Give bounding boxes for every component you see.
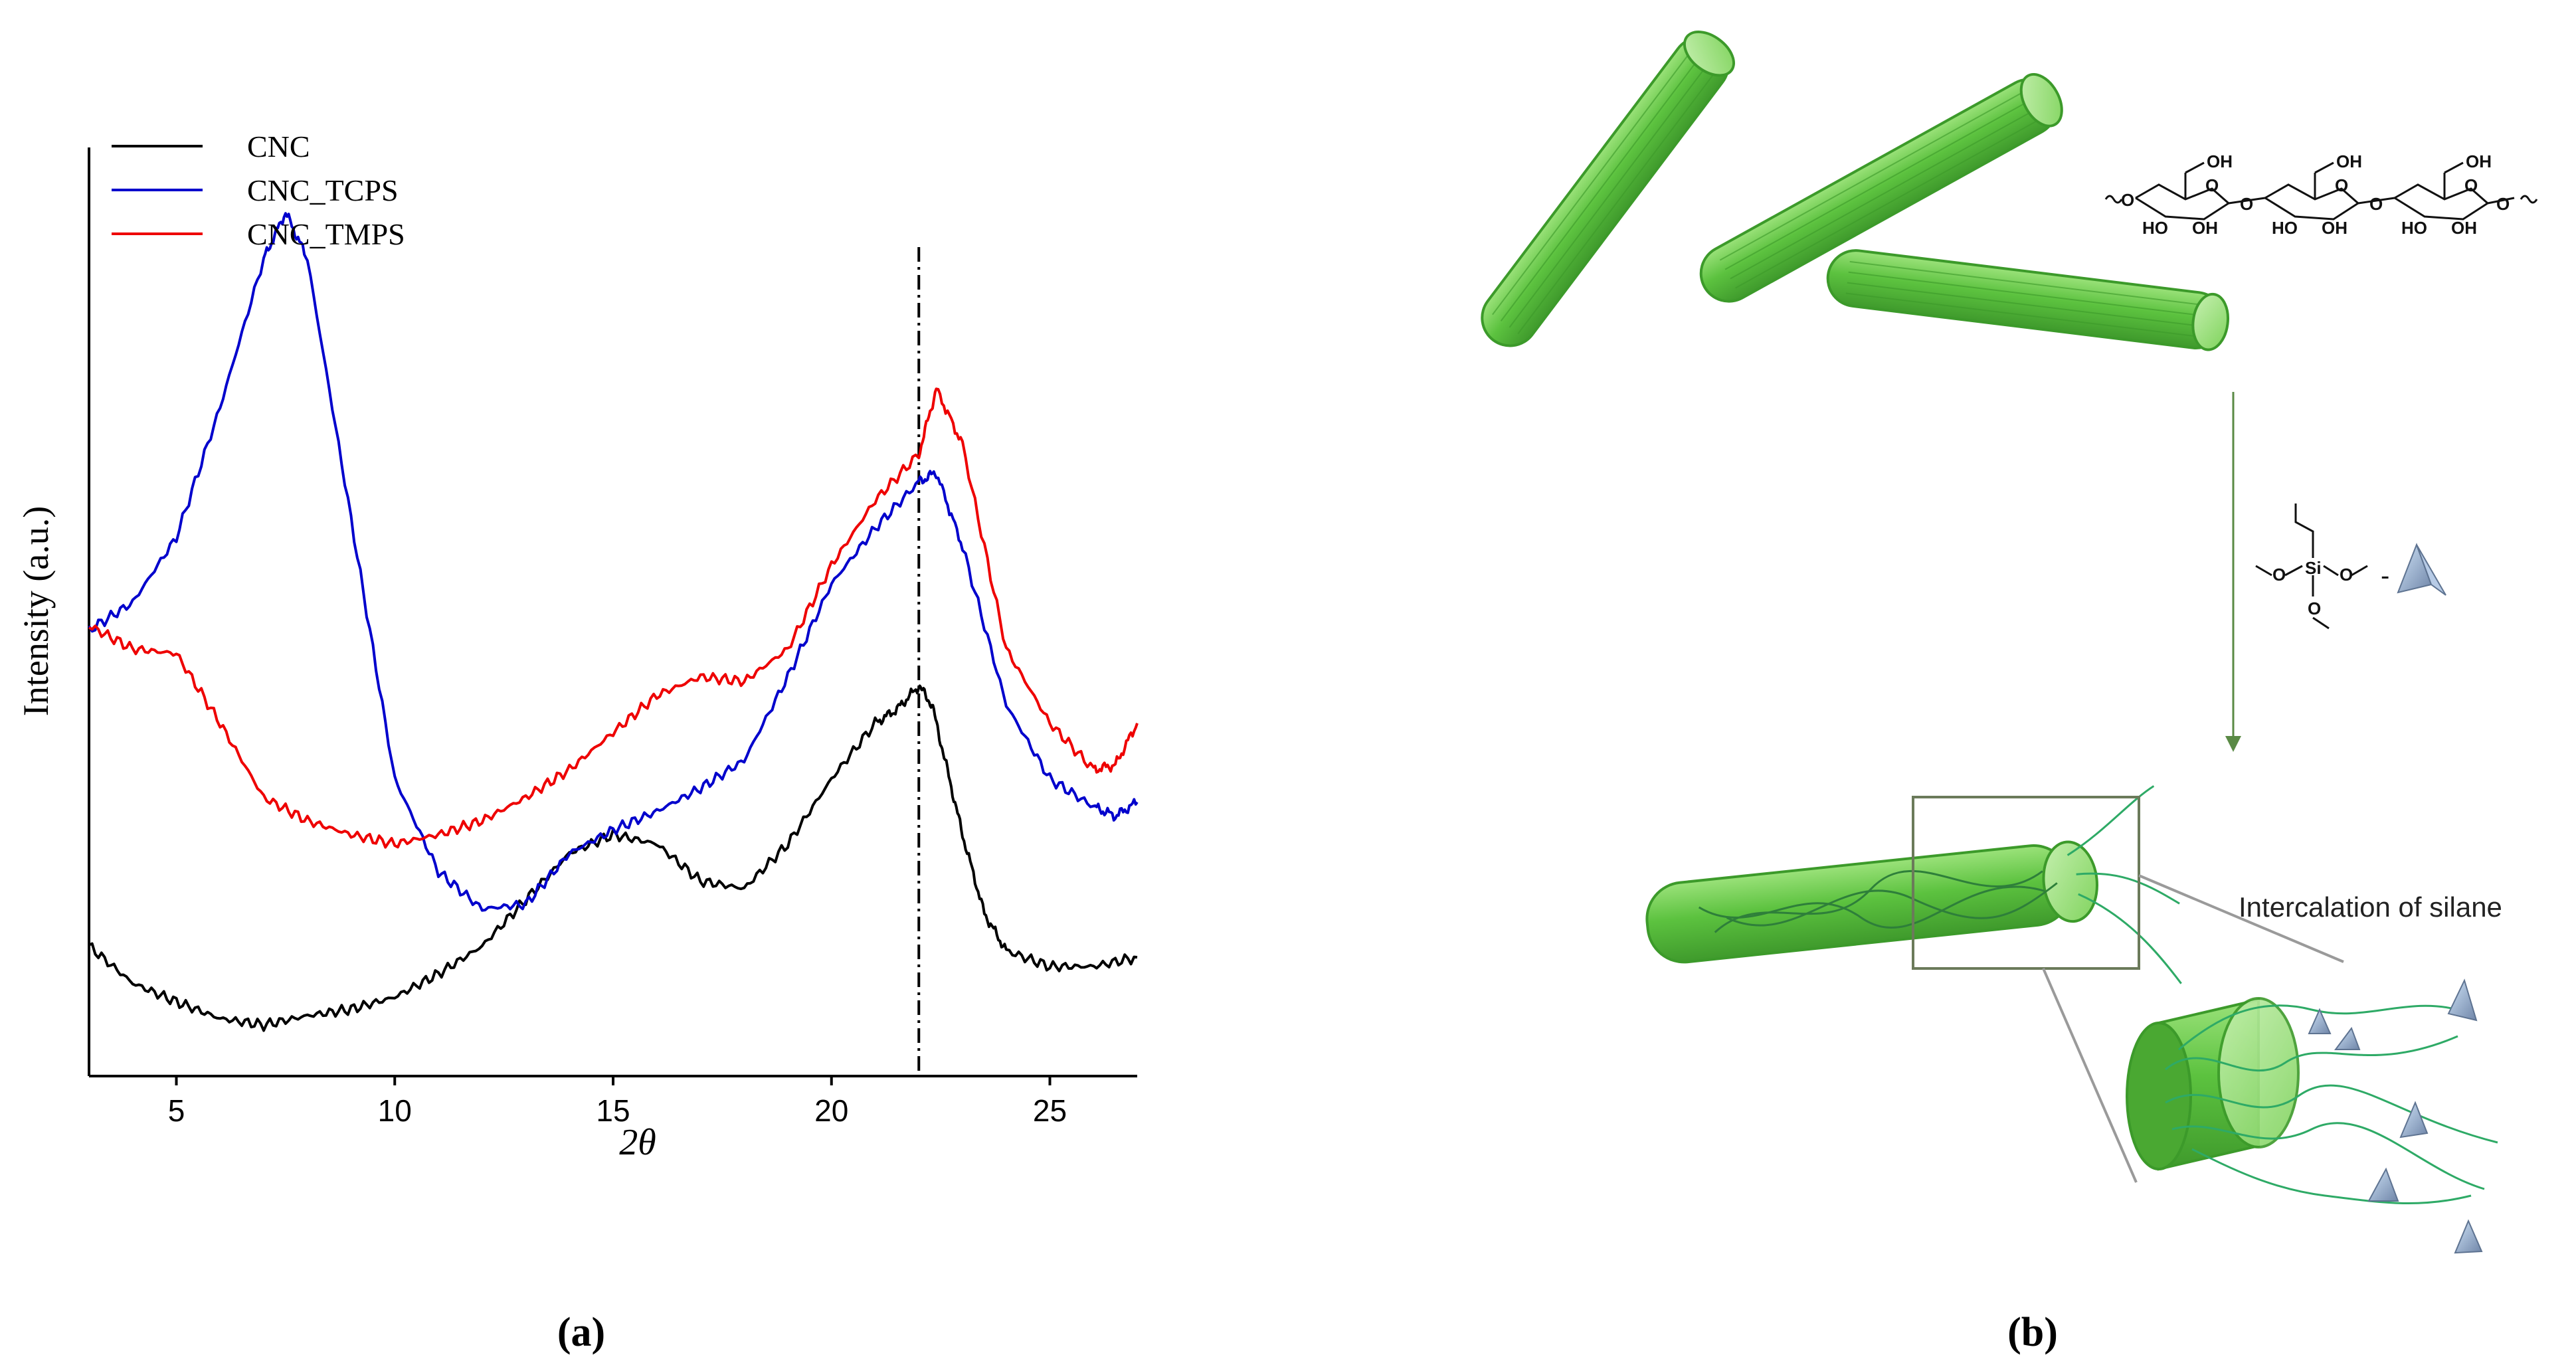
silane-o-right: O xyxy=(2340,565,2353,585)
xrd-chart: 5 10 15 20 25 2θ Intensity (a.u.) CNC CNC_TC… xyxy=(16,130,1139,1163)
legend: CNC CNC_TCPS CNC_TMPS xyxy=(112,130,405,251)
zoom-line-lower xyxy=(2042,968,2138,1183)
cellulose-ho-bottom-3: HO xyxy=(2401,218,2427,238)
x-tick-label: 10 xyxy=(378,1093,412,1128)
silane-molecule xyxy=(2255,503,2368,630)
cellulose-o-link-0: O xyxy=(2121,190,2134,210)
silane-o-left: O xyxy=(2272,565,2286,585)
pyramid-icon xyxy=(2447,978,2478,1022)
cellulose-o-ring-2: O xyxy=(2335,175,2348,195)
schematic-diagram: OH OH OH HO OH HO OH HO OH O O O O O O O xyxy=(1481,31,2538,1254)
cellulose-oh-bottom-3: OH xyxy=(2451,218,2477,238)
cellulose-oh-bottom-2: OH xyxy=(2322,218,2347,238)
legend-item-cnc: CNC xyxy=(112,130,310,163)
x-tick-label: 20 xyxy=(814,1093,848,1128)
cellulose-oh-bottom-1: OH xyxy=(2192,218,2218,238)
x-axis-ticks: 5 10 15 20 25 xyxy=(168,1076,1067,1128)
modified-rod xyxy=(1645,785,2182,984)
cellulose-o-ring-1: O xyxy=(2205,175,2219,195)
process-arrow xyxy=(2225,392,2241,752)
silane-o-bottom: O xyxy=(2308,598,2321,618)
x-tick-label: 25 xyxy=(1033,1093,1067,1128)
magnified-rod xyxy=(2126,997,2498,1205)
panel-label-b: (b) xyxy=(2007,1310,2058,1355)
cellulose-ho-bottom-2: HO xyxy=(2272,218,2298,238)
cellulose-oh-top-3: OH xyxy=(2466,151,2492,171)
legend-label-cnc: CNC xyxy=(247,130,310,163)
nanocrystal-rod-2 xyxy=(1699,72,2063,303)
x-axis-label: 2θ xyxy=(619,1122,656,1163)
pyramid-icon xyxy=(2334,1026,2361,1050)
legend-item-cnc-tcps: CNC_TCPS xyxy=(112,173,399,207)
nanocrystal-rod-1 xyxy=(1481,31,1735,347)
zoom-line-upper xyxy=(2138,874,2344,963)
silane-pyramids xyxy=(2308,978,2483,1254)
cellulose-o-ring-3: O xyxy=(2464,175,2478,195)
series-line-cnc-tcps xyxy=(88,212,1139,912)
panel-label-a: (a) xyxy=(557,1310,605,1355)
x-tick-label: 5 xyxy=(168,1093,185,1128)
legend-label-cnc-tcps: CNC_TCPS xyxy=(247,173,399,207)
cellulose-ho-bottom-1: HO xyxy=(2142,218,2168,238)
zoom-frame xyxy=(1912,796,2140,970)
series-line-cnc xyxy=(88,684,1138,1032)
series-line-cnc-tmps xyxy=(88,387,1139,849)
silane-si: Si xyxy=(2305,558,2322,578)
intercalation-label: Intercalation of silane xyxy=(2239,891,2502,923)
pyramid-icon xyxy=(2308,1008,2332,1034)
x-tick-label: 15 xyxy=(596,1093,630,1128)
pyramid-icon xyxy=(2399,1101,2429,1139)
pyramid-icon xyxy=(2367,1167,2399,1202)
cellulose-structure xyxy=(2104,161,2538,221)
silane-dot: - xyxy=(2381,561,2389,591)
series-lines xyxy=(88,212,1139,1032)
pyramid-icon xyxy=(2454,1219,2483,1254)
cellulose-o-link-1: O xyxy=(2240,194,2253,214)
legend-item-cnc-tmps: CNC_TMPS xyxy=(112,217,405,251)
nanocrystal-rod-3 xyxy=(1826,249,2229,351)
cellulose-oh-top-2: OH xyxy=(2336,151,2362,171)
cellulose-o-link-3: O xyxy=(2496,194,2510,214)
silane-pyramid-icon xyxy=(2397,543,2446,596)
cellulose-o-link-2: O xyxy=(2369,194,2383,214)
y-axis-label: Intensity (a.u.) xyxy=(16,506,56,716)
cellulose-oh-top-1: OH xyxy=(2207,151,2233,171)
legend-label-cnc-tmps: CNC_TMPS xyxy=(247,217,405,251)
